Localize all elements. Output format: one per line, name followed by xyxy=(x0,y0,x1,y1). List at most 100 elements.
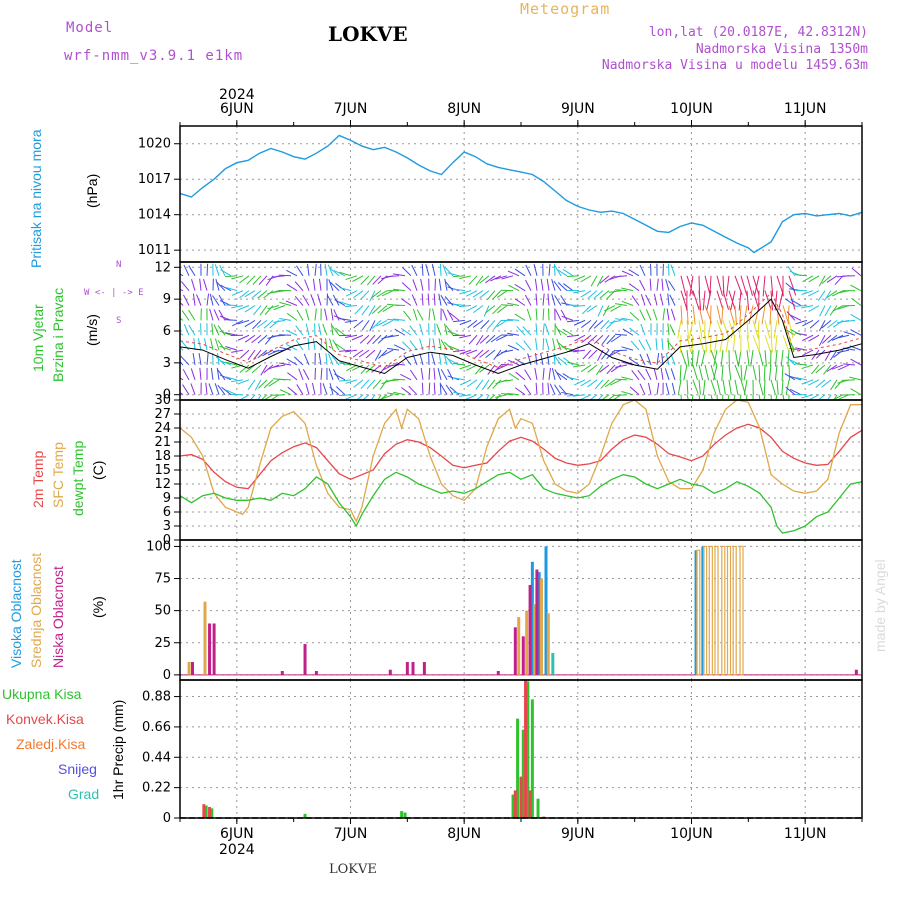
low-cloud-bar xyxy=(528,584,532,675)
wind-ylabel-1: 10m Vjetar xyxy=(30,304,46,372)
wind-arrow xyxy=(428,382,431,395)
wind-arrow xyxy=(318,323,322,336)
wind-arrow xyxy=(279,318,292,321)
wind-arrow xyxy=(719,335,724,353)
wind-arrow xyxy=(318,353,322,366)
wind-arrow xyxy=(475,379,484,390)
wind-arrow xyxy=(704,364,710,381)
wind-arrow xyxy=(764,320,771,339)
wind-arrow xyxy=(679,364,682,381)
wind-arrow xyxy=(257,319,268,328)
wind-arrow xyxy=(614,333,628,336)
wind-arrow xyxy=(475,275,484,286)
wind-arrow xyxy=(296,384,304,395)
wind-arrow xyxy=(716,394,718,400)
total-precip-bar xyxy=(516,718,520,818)
wind-arrow xyxy=(445,325,454,336)
wind-arrow xyxy=(691,350,694,367)
panel-frame xyxy=(179,125,863,263)
x-tick-label-bottom: 10JUN xyxy=(670,826,713,842)
wind-arrow xyxy=(180,273,184,277)
wind-arrow xyxy=(431,263,436,276)
wind-arrow xyxy=(746,335,751,353)
wind-arrow xyxy=(421,293,424,306)
wind-arrow xyxy=(199,367,202,380)
y-tick-label: 25 xyxy=(154,636,171,651)
wind-arrow xyxy=(496,334,508,342)
model-elevation: Nadmorska Visina u modelu 1459.63m xyxy=(601,58,868,73)
wind-arrow xyxy=(546,278,550,291)
wind-arrow xyxy=(843,319,856,323)
wind-arrow xyxy=(698,305,704,325)
y-tick-label: 30 xyxy=(154,393,171,408)
y-tick-label: 0.22 xyxy=(142,781,171,796)
wind-arrow xyxy=(225,361,238,366)
total-precip-bar xyxy=(526,681,530,818)
wind-arrow xyxy=(360,379,370,390)
wind-arrow xyxy=(823,290,832,301)
wind-arrow xyxy=(631,295,640,306)
wind-arrow xyxy=(655,338,658,351)
wind-arrow xyxy=(190,383,196,395)
wind-arrow xyxy=(331,355,340,366)
wind-arrow xyxy=(548,367,551,380)
wind-arrow xyxy=(507,332,520,336)
wind-arrow xyxy=(831,364,844,370)
wind-arrow xyxy=(475,394,484,400)
low-cloud-bar xyxy=(208,623,212,675)
wind-arrow xyxy=(327,264,334,276)
wind-arrow xyxy=(551,368,556,380)
wind-arrow xyxy=(638,339,646,351)
wind-arrow xyxy=(253,349,262,360)
y-tick-label: 9 xyxy=(163,292,171,307)
wind-arrow xyxy=(599,290,610,299)
wind-arrow xyxy=(551,293,556,306)
wind-arrow xyxy=(743,364,748,381)
wind-arrow xyxy=(197,338,202,351)
wind-arrow xyxy=(614,289,628,292)
wind-arrow xyxy=(787,265,796,277)
wind-arrow xyxy=(377,305,388,314)
precip-legend-conv: Konvek.Kisa xyxy=(6,711,84,727)
wind-arrow xyxy=(286,283,298,292)
wind-arrow xyxy=(206,293,210,306)
wind-arrow xyxy=(212,295,220,306)
wind-arrow xyxy=(776,305,780,325)
wind-arrow xyxy=(653,293,658,306)
wind-arrow xyxy=(224,275,238,278)
wind-arrow xyxy=(843,363,856,366)
wind-arrow xyxy=(302,368,310,381)
wind-arrow xyxy=(602,305,610,317)
wind-arrow xyxy=(488,394,496,400)
wind-arrow xyxy=(345,275,358,281)
wind-arrow xyxy=(716,320,724,338)
wind-arrow xyxy=(295,325,304,336)
wind-arrow xyxy=(752,364,757,381)
wind-arrow xyxy=(278,334,292,336)
wind-arrow xyxy=(832,305,844,312)
wind-arrow xyxy=(637,369,646,381)
watermark: made by Angel xyxy=(872,559,888,652)
mid-cloud-bar xyxy=(533,604,537,675)
wind-arrow xyxy=(580,275,592,283)
wind-arrow xyxy=(686,350,690,367)
wind-arrow xyxy=(795,376,808,381)
wind-arrow xyxy=(251,290,262,299)
wind-arrow xyxy=(180,392,184,396)
wind-arrow xyxy=(609,379,622,386)
footer-title: LOKVE xyxy=(329,862,377,877)
low-cloud-bar xyxy=(422,662,426,675)
wind-arrow xyxy=(231,305,244,309)
wind-arrow xyxy=(601,349,610,360)
wind-arrow xyxy=(453,303,466,307)
wind-arrow xyxy=(322,383,328,395)
wind-arrow xyxy=(501,349,514,354)
temp-ylabel-sfc: SFC Temp xyxy=(50,442,66,508)
wind-arrow xyxy=(818,320,826,332)
wind-arrow xyxy=(821,379,832,388)
wind-arrow xyxy=(403,355,412,366)
wind-arrow xyxy=(580,364,592,373)
wind-arrow xyxy=(686,394,689,400)
wind-arrow xyxy=(438,353,442,366)
total-precip-bar xyxy=(521,729,525,818)
